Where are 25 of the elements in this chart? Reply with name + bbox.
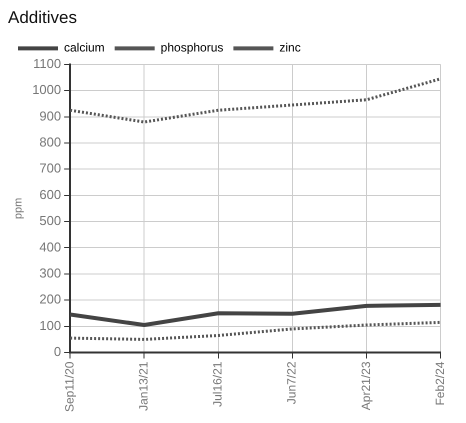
y-tick-label: 300 xyxy=(39,266,62,281)
legend-label: zinc xyxy=(279,40,301,55)
y-tick-label: 900 xyxy=(39,108,62,124)
y-tick-label: 100 xyxy=(39,318,62,333)
y-tick-label: 600 xyxy=(39,186,62,202)
y-tick-label: 1000 xyxy=(32,82,62,98)
legend-label: phosphorus xyxy=(160,40,224,55)
x-tick-label: Jun7/22 xyxy=(284,361,299,404)
y-tick-label: 500 xyxy=(39,213,62,228)
line-series xyxy=(68,77,442,124)
x-tick-label: Jul16/21 xyxy=(210,361,225,407)
x-tick-label: Sep11/20 xyxy=(62,361,76,412)
y-tick-label: 800 xyxy=(39,134,62,150)
y-tick-label: 0 xyxy=(54,344,62,360)
x-tick-label: Feb2/24 xyxy=(432,361,447,406)
y-tick-label: 200 xyxy=(39,292,62,307)
x-tick-label: Apr21/23 xyxy=(358,361,373,410)
y-axis-title: ppm xyxy=(12,198,25,220)
x-tick-label: Jan13/21 xyxy=(136,361,151,411)
chart-title: Additives xyxy=(8,8,77,27)
y-tick-label: 1100 xyxy=(33,56,62,71)
line-series xyxy=(68,320,442,341)
y-tick-label: 400 xyxy=(39,239,62,254)
legend-label: calcium xyxy=(64,40,105,55)
y-tick-label: 700 xyxy=(39,160,62,176)
